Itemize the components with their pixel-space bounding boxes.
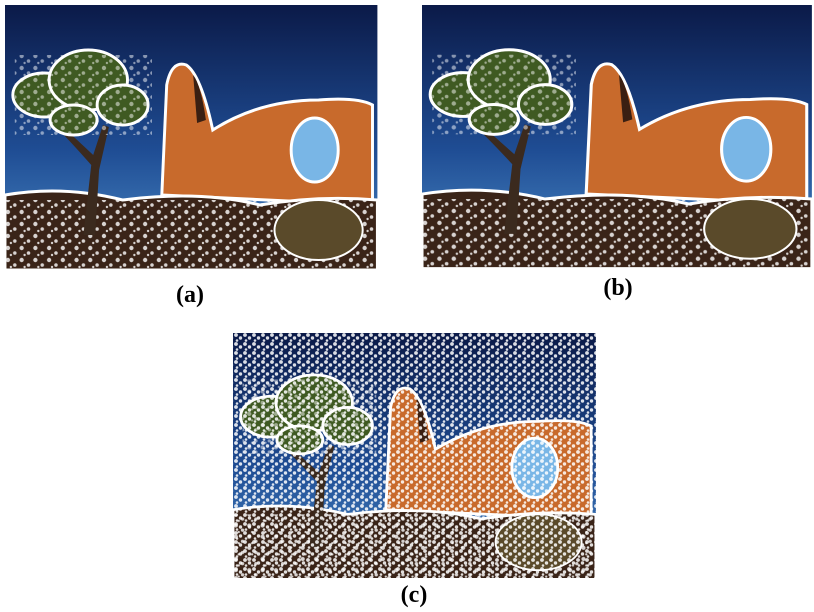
figure-page: {"panels": [{"label": "(a)"}, {"label": … [0,0,814,612]
image-a [5,5,377,270]
figure [0,0,814,612]
caption: (b) [603,275,632,302]
image-c [233,333,596,579]
image-b [422,5,812,269]
caption: (a) [176,282,204,309]
caption: (c) [401,582,428,609]
